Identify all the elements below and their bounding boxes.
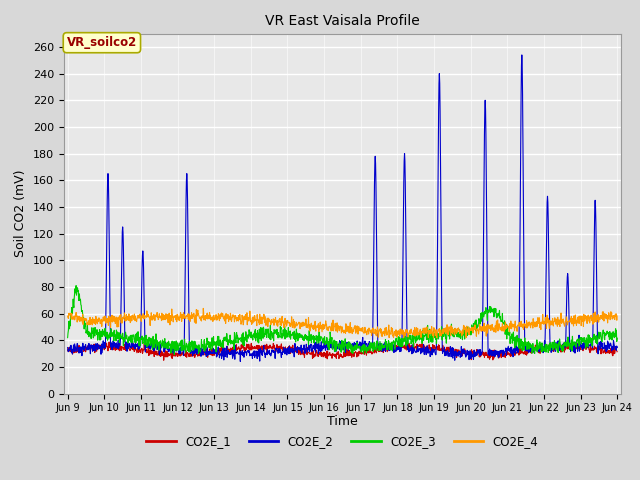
CO2E_1 [129, 343, 136, 349]
CO2E_4 [308, 325, 316, 331]
CO2E_1 [160, 358, 168, 363]
CO2E_2 [518, 52, 525, 58]
CO2E_1 [239, 339, 246, 345]
CO2E_2 [613, 345, 621, 350]
Y-axis label: Soil CO2 (mV): Soil CO2 (mV) [15, 170, 28, 257]
Title: VR East Vaisala Profile: VR East Vaisala Profile [265, 14, 420, 28]
CO2E_4 [385, 335, 393, 340]
CO2E_2 [319, 346, 326, 352]
CO2E_4 [106, 314, 114, 320]
CO2E_2 [129, 339, 136, 345]
CO2E_2 [106, 319, 114, 325]
Line: CO2E_3: CO2E_3 [68, 286, 617, 355]
CO2E_1 [309, 348, 317, 354]
CO2E_2 [298, 342, 305, 348]
CO2E_3 [170, 352, 178, 358]
CO2E_4 [298, 320, 305, 325]
CO2E_2 [308, 346, 316, 351]
CO2E_4 [613, 317, 621, 323]
CO2E_1 [64, 347, 72, 353]
CO2E_2 [64, 345, 72, 350]
CO2E_1 [298, 351, 305, 357]
Text: VR_soilco2: VR_soilco2 [67, 36, 137, 49]
CO2E_1 [106, 344, 114, 350]
CO2E_3 [319, 340, 326, 346]
CO2E_4 [64, 313, 72, 319]
CO2E_3 [72, 283, 80, 288]
CO2E_4 [200, 305, 207, 311]
CO2E_3 [298, 334, 305, 340]
CO2E_4 [129, 312, 136, 318]
CO2E_1 [613, 349, 621, 355]
Line: CO2E_4: CO2E_4 [68, 308, 617, 337]
CO2E_1 [377, 348, 385, 354]
CO2E_3 [107, 334, 115, 340]
CO2E_4 [377, 330, 385, 336]
Line: CO2E_1: CO2E_1 [68, 342, 617, 360]
CO2E_3 [64, 335, 72, 340]
Line: CO2E_2: CO2E_2 [68, 55, 617, 361]
CO2E_3 [309, 335, 317, 340]
CO2E_4 [319, 325, 326, 331]
CO2E_3 [129, 332, 137, 338]
Legend: CO2E_1, CO2E_2, CO2E_3, CO2E_4: CO2E_1, CO2E_2, CO2E_3, CO2E_4 [142, 430, 543, 453]
CO2E_2 [236, 359, 244, 364]
X-axis label: Time: Time [327, 415, 358, 428]
CO2E_1 [319, 351, 326, 357]
CO2E_3 [613, 336, 621, 341]
CO2E_3 [377, 343, 385, 349]
CO2E_2 [377, 340, 385, 346]
